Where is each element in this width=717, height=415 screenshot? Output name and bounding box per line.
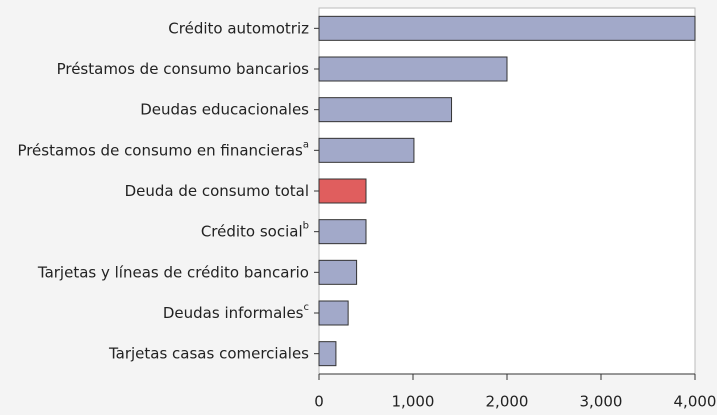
- superscript: a: [303, 139, 309, 150]
- x-tick-label: 1,000: [392, 393, 435, 411]
- x-tick-label: 3,000: [580, 393, 623, 411]
- bar: [318, 97, 453, 123]
- y-tick-label: Préstamos de consumo bancarios: [57, 60, 310, 78]
- bar: [318, 259, 358, 285]
- category-text: Crédito automotriz: [168, 19, 309, 37]
- y-tick-label: Crédito automotriz: [168, 19, 309, 37]
- category-text: Deudas informales: [163, 304, 304, 322]
- x-tick-label: 0: [314, 393, 324, 411]
- superscript: b: [303, 221, 309, 232]
- bar: [318, 219, 367, 245]
- bar: [318, 178, 367, 204]
- x-tick-label: 4,000: [674, 393, 717, 411]
- category-text: Crédito social: [201, 222, 303, 240]
- bar: [318, 137, 415, 163]
- y-tick-label: Tarjetas casas comerciales: [108, 344, 309, 362]
- category-text: Préstamos de consumo en financieras: [17, 141, 303, 159]
- superscript: c: [304, 302, 310, 313]
- y-tick-label: Crédito socialb: [201, 221, 309, 241]
- y-tick-label: Deudas educacionales: [140, 100, 309, 118]
- category-text: Tarjetas casas comerciales: [108, 344, 309, 362]
- bar: [318, 341, 337, 367]
- bar: [318, 15, 696, 41]
- y-tick-label: Deuda de consumo total: [125, 182, 309, 200]
- y-tick-label: Deudas informalesc: [163, 302, 309, 322]
- category-text: Deuda de consumo total: [125, 182, 309, 200]
- category-text: Préstamos de consumo bancarios: [57, 60, 310, 78]
- bar: [318, 56, 508, 82]
- category-text: Deudas educacionales: [140, 100, 309, 118]
- x-tick-label: 2,000: [486, 393, 529, 411]
- bar: [318, 300, 349, 326]
- category-text: Tarjetas y líneas de crédito bancario: [37, 263, 309, 281]
- y-tick-label: Préstamos de consumo en financierasa: [17, 139, 309, 159]
- y-tick-label: Tarjetas y líneas de crédito bancario: [37, 263, 309, 281]
